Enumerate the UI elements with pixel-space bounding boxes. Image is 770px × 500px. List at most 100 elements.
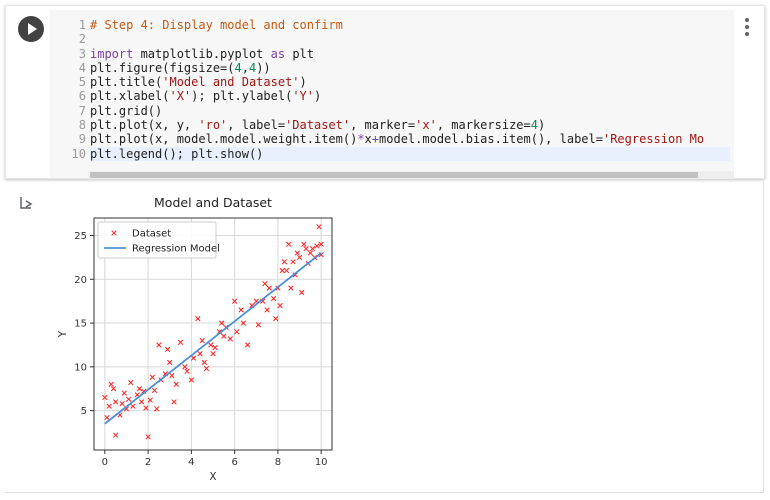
data-point xyxy=(199,337,205,344)
code-token: plt.plot(x, model.model.weight.item() xyxy=(90,132,358,147)
data-point xyxy=(121,390,127,396)
data-point xyxy=(318,241,324,247)
code-token: 'x' xyxy=(415,118,437,133)
line-number: 6 xyxy=(78,89,86,104)
code-text[interactable]: # Step 4: Display model and confirm impo… xyxy=(90,18,730,161)
code-token: + xyxy=(371,132,380,147)
cell-border-right xyxy=(763,181,764,493)
code-editor[interactable]: 1 2 3 4 5 6 7 8 9 10 # Step 4: Display model and … xyxy=(50,10,734,178)
code-line[interactable]: plt.plot(x, y, 'ro', label='Dataset', ma… xyxy=(90,118,730,132)
line-number: 7 xyxy=(78,103,86,118)
code-token: ) xyxy=(314,89,322,104)
code-token: 'X' xyxy=(169,89,192,104)
line-number: 2 xyxy=(78,32,86,47)
data-point xyxy=(177,339,184,345)
code-token: 4 xyxy=(234,60,242,75)
data-point xyxy=(221,333,227,339)
data-point xyxy=(286,241,292,247)
data-point xyxy=(262,281,268,287)
code-token: , markersize= xyxy=(436,118,531,133)
y-tick-label: 10 xyxy=(74,362,87,373)
data-point xyxy=(231,298,238,304)
code-cell[interactable]: 1 2 3 4 5 6 7 8 9 10 # Step 4: Display model and … xyxy=(5,5,765,179)
data-point xyxy=(171,399,177,405)
code-line[interactable]: # Step 4: Display model and confirm xyxy=(90,18,730,32)
code-token: 4 xyxy=(530,118,538,133)
data-point xyxy=(283,267,290,274)
code-line[interactable]: plt.legend(); plt.show() xyxy=(90,146,730,161)
code-line[interactable]: plt.plot(x, model.model.weight.item()*x+… xyxy=(90,132,730,146)
line-number-gutter: 1 2 3 4 5 6 7 8 9 10 xyxy=(50,18,86,161)
data-point xyxy=(303,245,309,252)
data-point xyxy=(270,295,277,302)
code-token: 'Regression Mo xyxy=(602,132,705,147)
data-point xyxy=(184,368,190,374)
data-point xyxy=(273,316,279,322)
code-token: import xyxy=(90,46,134,61)
code-token: x xyxy=(364,132,372,147)
data-point xyxy=(227,336,233,342)
x-axis-label: X xyxy=(209,471,216,483)
code-line[interactable]: plt.figure(figsize=(4,4)) xyxy=(90,61,730,75)
plot-frame xyxy=(93,217,333,451)
data-point xyxy=(288,285,294,291)
data-point xyxy=(145,434,151,440)
legend-label-regression: Regression Model xyxy=(132,244,220,255)
code-token: 'Model and Dataset' xyxy=(162,75,300,90)
code-token: , xyxy=(241,60,249,75)
legend-label-dataset: Dataset xyxy=(132,229,171,240)
code-token: plt.grid() xyxy=(90,103,163,118)
data-point xyxy=(104,414,110,421)
code-line[interactable] xyxy=(90,32,730,46)
data-point xyxy=(110,386,117,392)
line-number: 4 xyxy=(78,60,86,75)
data-point xyxy=(106,403,112,409)
data-point xyxy=(164,346,171,352)
code-token: 'Dataset' xyxy=(285,118,351,133)
code-line[interactable]: plt.grid() xyxy=(90,104,730,118)
data-point xyxy=(154,406,160,412)
code-line[interactable]: plt.title('Model and Dataset') xyxy=(90,75,730,89)
regression-line xyxy=(104,252,322,425)
data-point xyxy=(130,403,136,409)
output-redirect-icon[interactable] xyxy=(18,195,34,211)
code-line[interactable]: import matplotlib.pyplot as plt xyxy=(90,47,730,61)
data-point xyxy=(169,372,175,379)
more-options-icon[interactable] xyxy=(744,18,750,38)
code-token: 'ro' xyxy=(198,118,228,133)
data-point xyxy=(307,250,314,256)
code-token: , marker= xyxy=(350,118,416,133)
data-point xyxy=(203,365,210,372)
line-number: 9 xyxy=(78,132,86,147)
y-tick-label: 5 xyxy=(81,406,87,417)
data-point xyxy=(112,399,119,405)
horizontal-scrollbar-thumb[interactable] xyxy=(90,172,698,178)
line-number: 1 xyxy=(78,18,86,32)
legend-box xyxy=(97,221,217,259)
data-point xyxy=(147,397,153,403)
cell-border-bottom xyxy=(5,492,764,493)
data-point xyxy=(314,243,320,249)
y-tick-label: 15 xyxy=(74,319,87,330)
data-point xyxy=(281,259,288,265)
data-point xyxy=(244,342,251,348)
code-token: ) xyxy=(537,118,546,133)
code-token: 4 xyxy=(248,60,257,75)
data-point xyxy=(108,381,114,387)
data-point xyxy=(296,254,303,261)
code-token: plt.plot(x, y, xyxy=(90,118,199,133)
data-point xyxy=(212,344,218,351)
code-token: as xyxy=(270,46,286,61)
code-line[interactable]: plt.xlabel('X'); plt.ylabel('Y') xyxy=(90,89,730,103)
x-tick-label: 10 xyxy=(315,457,328,468)
code-token: , label= xyxy=(227,118,286,133)
data-point xyxy=(182,364,188,370)
run-cell-button[interactable] xyxy=(18,16,44,42)
code-token: plt.figure(figsize=( xyxy=(90,60,235,75)
code-token: model.model.bias.item(), label= xyxy=(379,132,603,147)
legend-marker-dataset xyxy=(111,230,117,236)
data-point xyxy=(201,359,207,366)
line-number: 10 xyxy=(71,146,86,161)
chart-figure: 0 2 4 6 8 10 5 10 15 20 25 Model and Dataset X Y Datas… xyxy=(57,195,333,483)
data-point xyxy=(264,307,270,313)
